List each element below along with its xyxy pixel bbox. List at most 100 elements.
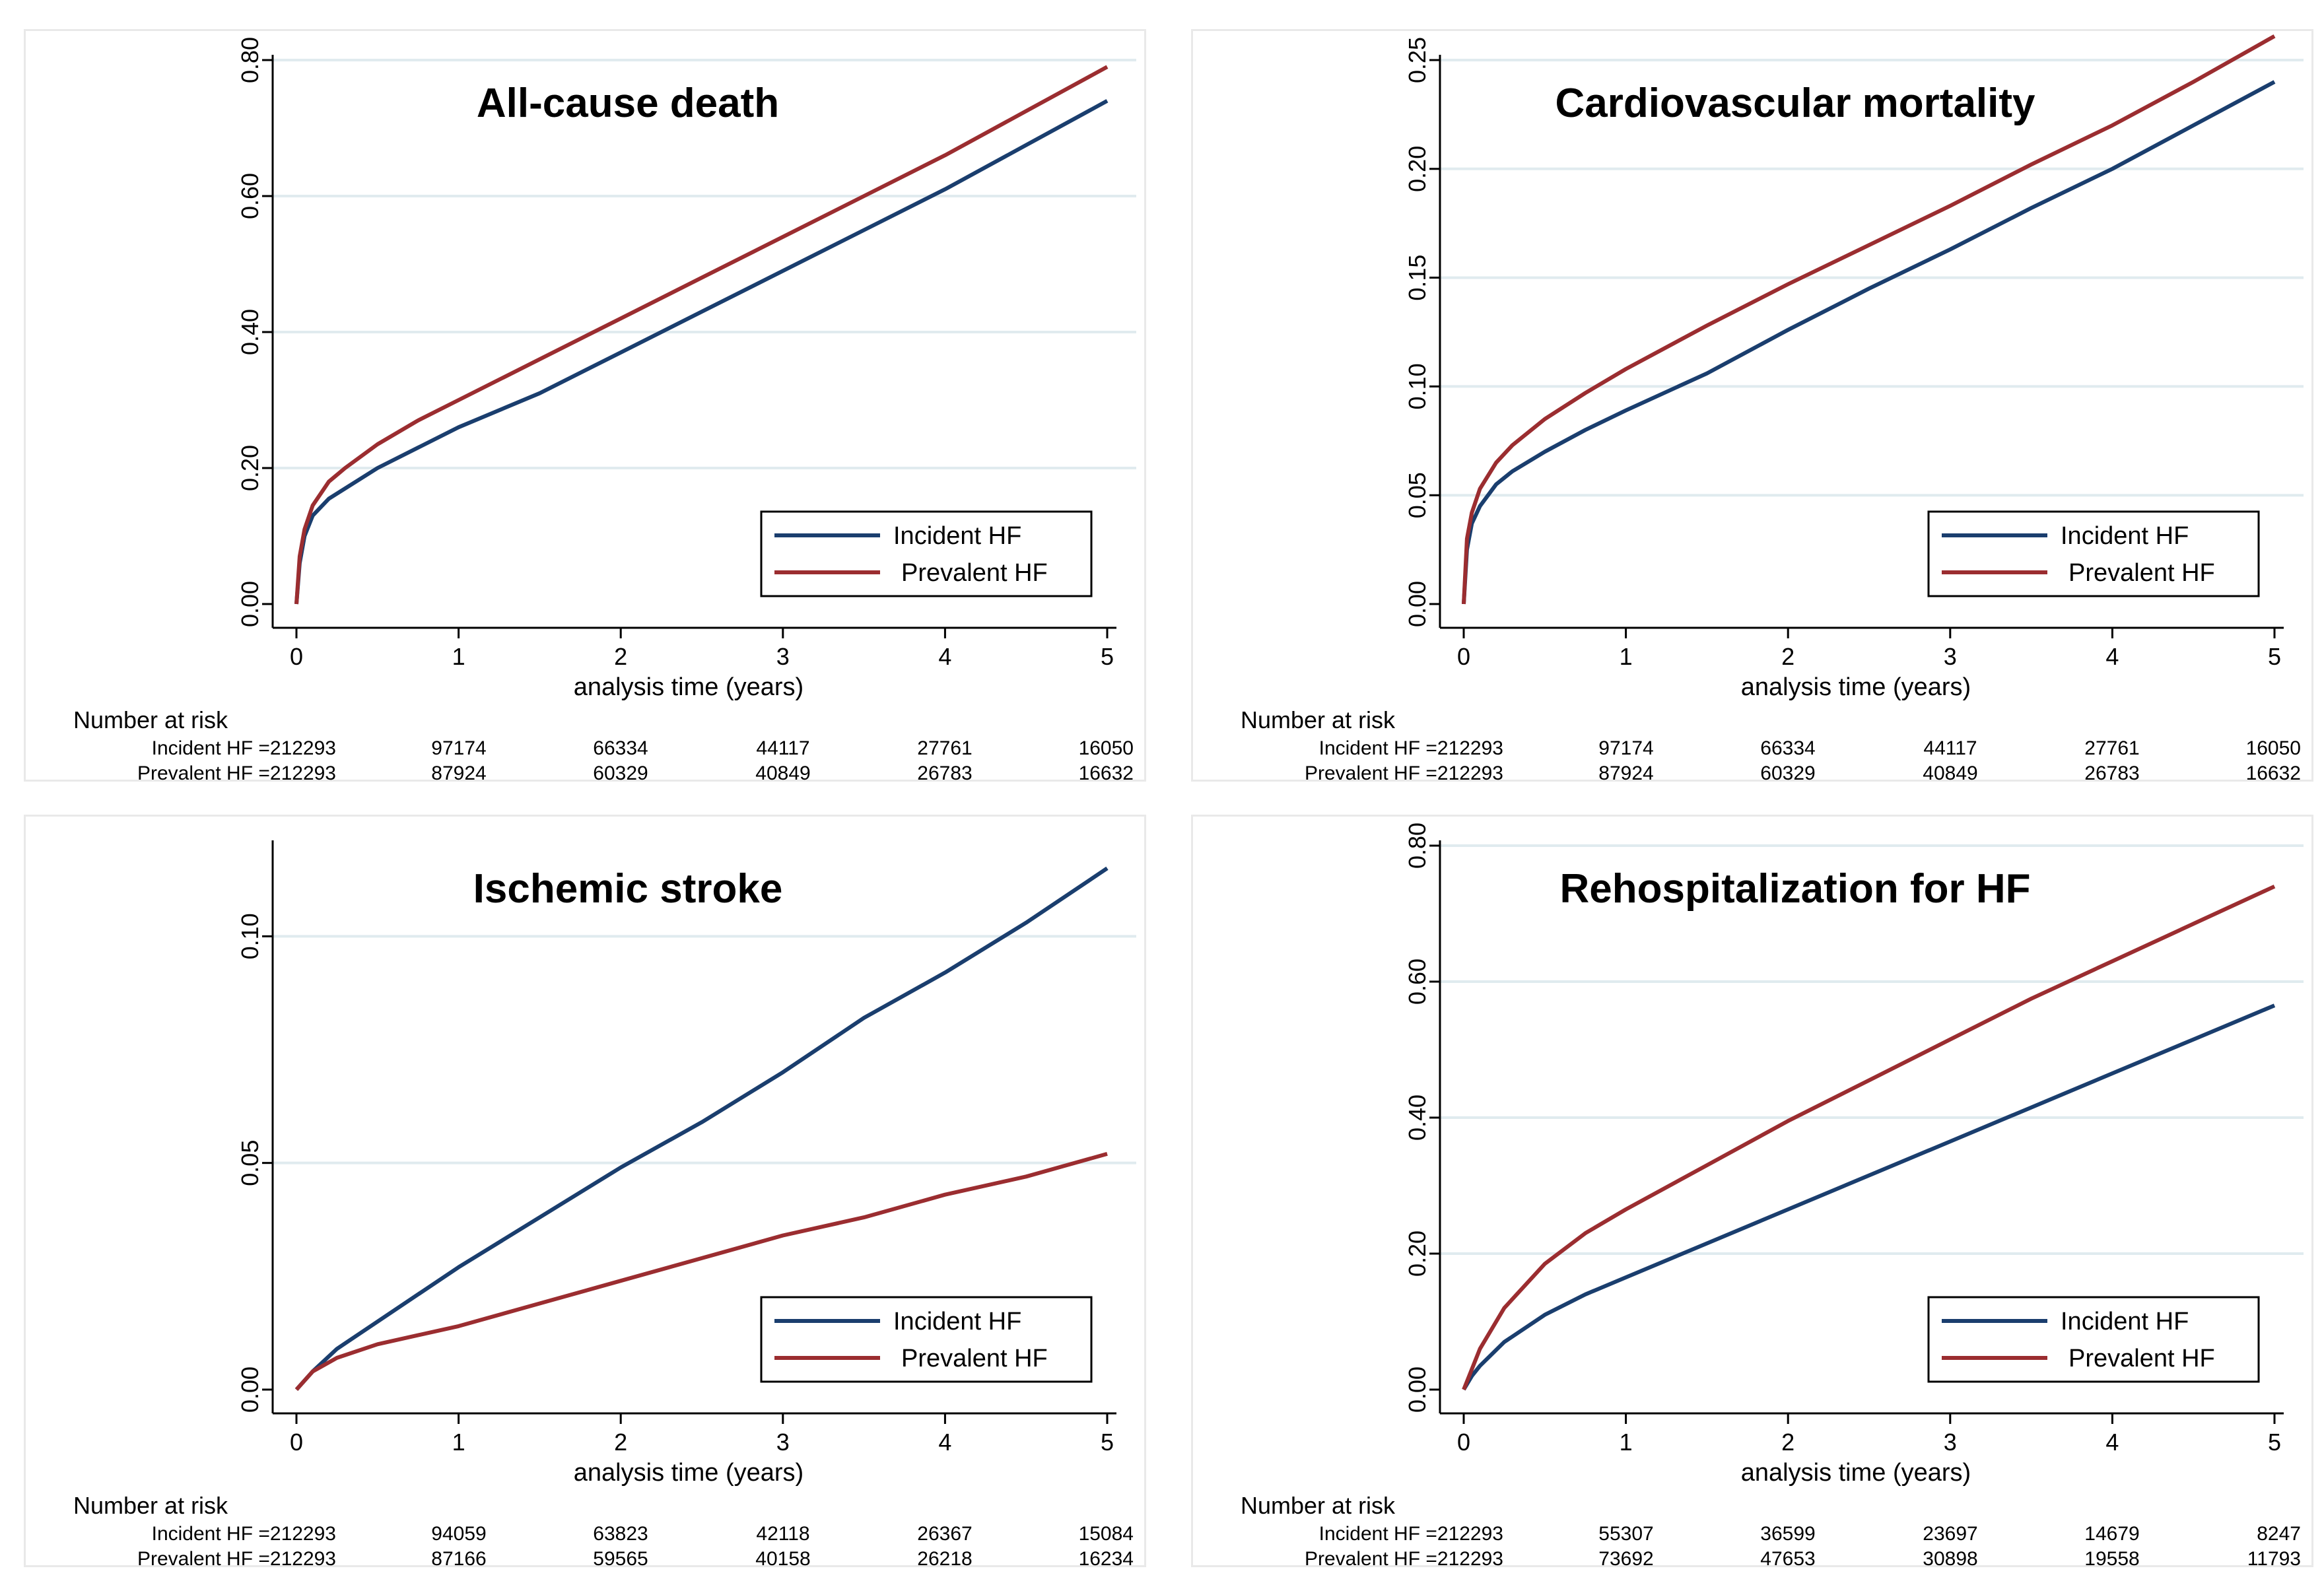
y-tick-label: 0.60 xyxy=(1404,959,1431,1005)
risk-value: 59565 xyxy=(593,1548,648,1569)
x-tick-label: 2 xyxy=(614,1429,627,1456)
legend: Incident HF Prevalent HF xyxy=(1927,510,2260,597)
x-tick-label: 1 xyxy=(452,1429,465,1456)
series-line-prevalent-hf xyxy=(294,1152,1108,1392)
y-tick-label: 0.10 xyxy=(236,913,263,959)
legend-label: Incident HF xyxy=(893,1308,1021,1335)
x-tick-label: 3 xyxy=(776,643,790,670)
x-axis-label: analysis time (years) xyxy=(1741,673,1971,701)
chart-title: Ischemic stroke xyxy=(473,866,783,912)
risk-value: 27761 xyxy=(917,737,972,759)
series-line-incident-hf xyxy=(1462,80,2276,605)
risk-value: 26367 xyxy=(917,1523,972,1545)
risk-value: 30898 xyxy=(1923,1548,1977,1569)
risk-value: 36599 xyxy=(1760,1523,1815,1545)
chart-title: Rehospitalization for HF xyxy=(1560,866,2031,912)
x-tick-label: 2 xyxy=(1781,643,1794,670)
risk-value: 44117 xyxy=(1923,737,1977,759)
x-tick-label: 5 xyxy=(1101,1429,1114,1456)
legend-box xyxy=(760,510,1093,597)
risk-value: 97174 xyxy=(1598,737,1653,759)
x-tick-label: 3 xyxy=(1944,1429,1957,1456)
risk-value: 55307 xyxy=(1598,1523,1653,1545)
risk-table-header: Number at risk xyxy=(1241,1492,1396,1519)
legend-label: Prevalent HF xyxy=(901,1345,1048,1372)
legend: Incident HF Prevalent HF xyxy=(760,1296,1093,1383)
risk-value: 26218 xyxy=(917,1548,972,1569)
risk-value: 40849 xyxy=(1923,762,1977,784)
y-tick-label: 0.20 xyxy=(1404,1231,1431,1277)
chart-ischemic-stroke: 0.00 0.05 0.10 0 1 2 3 4 5 analysis time (years) I… xyxy=(73,840,1136,1569)
risk-row-label: Prevalent HF =212293 xyxy=(1305,1548,1503,1569)
panel-cardiovascular-mortality: 0.00 0.05 0.10 0.15 0.20 0.25 0 1 2 3 4 5 analysis t… xyxy=(1191,29,2313,784)
y-tick-label: 0.10 xyxy=(1404,363,1431,409)
x-tick-label: 4 xyxy=(2105,643,2119,670)
chart-rehospitalization-hf: 0.00 0.20 0.40 0.60 0.80 0 1 2 3 4 5 analysis time … xyxy=(1241,823,2304,1569)
risk-row-label: Incident HF =212293 xyxy=(1319,1523,1503,1545)
risk-value: 42118 xyxy=(756,1523,809,1545)
legend-label: Prevalent HF xyxy=(901,559,1048,587)
x-tick-label: 2 xyxy=(614,643,627,670)
risk-table-header: Number at risk xyxy=(1241,706,1396,733)
panel-rehospitalization-hf: 0.00 0.20 0.40 0.60 0.80 0 1 2 3 4 5 analysis time … xyxy=(1191,815,2313,1569)
risk-value: 11793 xyxy=(2247,1548,2301,1569)
risk-value: 26783 xyxy=(2084,762,2139,784)
risk-value: 87166 xyxy=(431,1548,486,1569)
x-tick-label: 2 xyxy=(1781,1429,1794,1456)
y-tick-label: 0.60 xyxy=(236,173,263,219)
risk-value: 60329 xyxy=(593,762,648,784)
x-tick-label: 1 xyxy=(1620,643,1633,670)
risk-value: 97174 xyxy=(431,737,486,759)
y-tick-label: 0.05 xyxy=(1404,472,1431,518)
risk-value: 47653 xyxy=(1760,1548,1815,1569)
y-tick-label: 0.00 xyxy=(1404,581,1431,627)
risk-table-header: Number at risk xyxy=(73,706,228,733)
legend-box xyxy=(760,1296,1093,1383)
x-tick-label: 4 xyxy=(938,643,951,670)
x-tick-label: 0 xyxy=(290,1429,303,1456)
series-line-incident-hf xyxy=(294,866,1109,1392)
x-tick-label: 3 xyxy=(776,1429,790,1456)
x-tick-label: 4 xyxy=(938,1429,951,1456)
series-line-incident-hf xyxy=(1462,1003,2276,1391)
y-tick-label: 0.15 xyxy=(1404,255,1431,301)
risk-row-label: Incident HF =212293 xyxy=(152,1523,336,1545)
risk-value: 87924 xyxy=(1598,762,1653,784)
series-line-prevalent-hf xyxy=(294,65,1109,605)
legend-box xyxy=(1927,1296,2260,1383)
risk-value: 16632 xyxy=(2246,762,2301,784)
legend: Incident HF Prevalent HF xyxy=(760,510,1093,597)
x-tick-label: 1 xyxy=(1620,1429,1633,1456)
risk-value: 66334 xyxy=(593,737,648,759)
risk-value: 66334 xyxy=(1760,737,1815,759)
legend: Incident HF Prevalent HF xyxy=(1927,1296,2260,1383)
x-tick-label: 0 xyxy=(1457,643,1470,670)
y-tick-label: 0.40 xyxy=(236,309,263,355)
risk-value: 8247 xyxy=(2257,1523,2301,1545)
risk-value: 16234 xyxy=(1079,1548,1134,1569)
x-tick-label: 0 xyxy=(1457,1429,1470,1456)
risk-value: 27761 xyxy=(2084,737,2139,759)
risk-value: 44117 xyxy=(756,737,809,759)
series-line-incident-hf xyxy=(294,99,1109,605)
legend-box xyxy=(1927,510,2260,597)
risk-row-label: Incident HF =212293 xyxy=(152,737,336,759)
chart-all-cause-death: 0.00 0.20 0.40 0.60 0.80 0 1 2 3 4 5 analysis time … xyxy=(73,37,1136,784)
risk-row-label: Prevalent HF =212293 xyxy=(137,1548,336,1569)
risk-value: 16050 xyxy=(1079,737,1134,759)
panel-all-cause-death: 0.00 0.20 0.40 0.60 0.80 0 1 2 3 4 5 analysis time … xyxy=(24,29,1146,784)
legend-label: Prevalent HF xyxy=(2068,1345,2215,1372)
risk-value: 40849 xyxy=(755,762,810,784)
risk-value: 40158 xyxy=(755,1548,810,1569)
risk-value: 19558 xyxy=(2084,1548,2139,1569)
risk-value: 73692 xyxy=(1598,1548,1653,1569)
x-tick-label: 5 xyxy=(2268,1429,2281,1456)
x-axis-label: analysis time (years) xyxy=(1741,1459,1971,1487)
y-tick-label: 0.00 xyxy=(1404,1366,1431,1413)
y-tick-label: 0.40 xyxy=(1404,1095,1431,1141)
y-tick-label: 0.00 xyxy=(236,581,263,627)
series-line-prevalent-hf xyxy=(1462,885,2276,1391)
y-tick-label: 0.05 xyxy=(236,1140,263,1186)
risk-value: 23697 xyxy=(1923,1523,1977,1545)
legend-label: Incident HF xyxy=(2061,522,2189,550)
